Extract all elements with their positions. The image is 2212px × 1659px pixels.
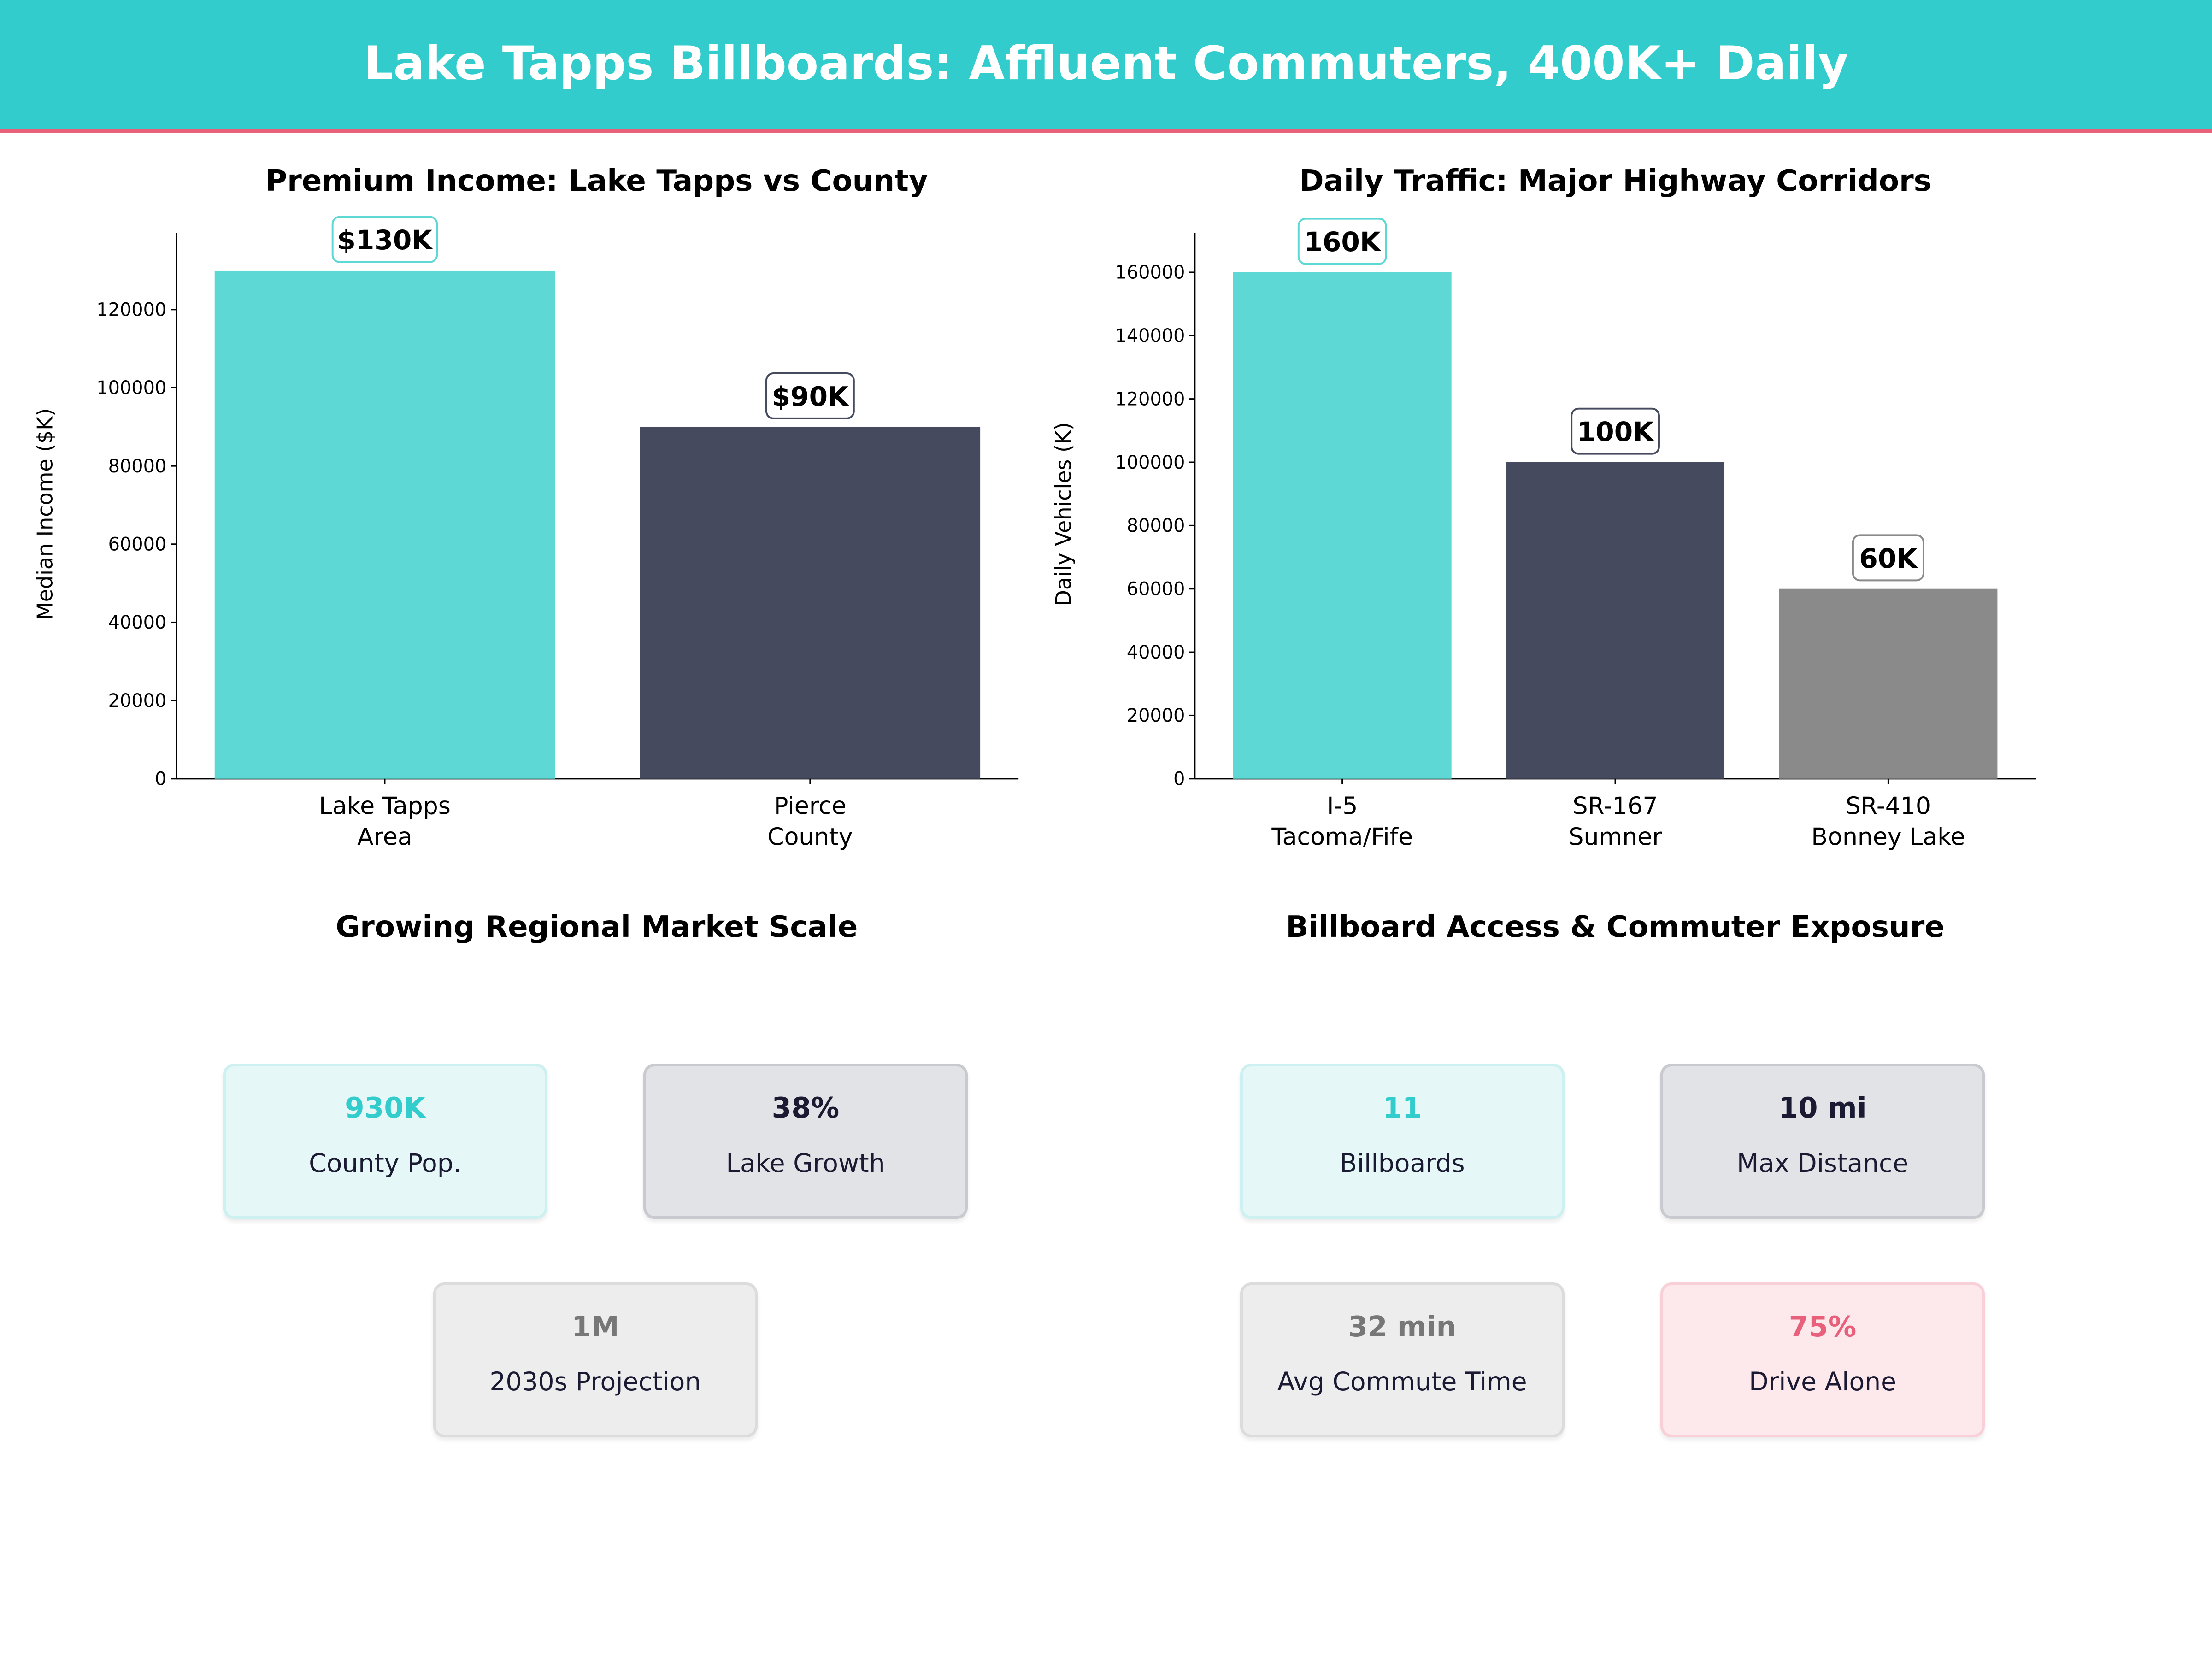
bar <box>214 270 555 779</box>
x-tick-label: Sumner <box>1569 824 1663 851</box>
data-label-box <box>1571 407 1660 455</box>
card-county-pop: 930K County Pop. <box>223 1064 547 1219</box>
data-label: 160K <box>1304 226 1381 258</box>
x-tick-label: Tacoma/Fife <box>1271 824 1413 851</box>
y-tick-label: 140000 <box>1115 325 1185 347</box>
card-billboards: 11 Billboards <box>1240 1064 1565 1219</box>
x-tick-label: Pierce <box>774 792 847 820</box>
x-tick-label: Lake Tapps <box>319 792 451 820</box>
market-section-title: Growing Regional Market Scale <box>335 910 858 945</box>
bar <box>640 427 981 779</box>
y-tick-label: 20000 <box>1127 705 1185 726</box>
data-label: $90K <box>772 381 849 412</box>
x-tick-label: SR-410 <box>1846 792 1931 820</box>
card-drive-alone: 75% Drive Alone <box>1660 1282 1985 1438</box>
y-tick-label: 160000 <box>1115 262 1185 283</box>
y-tick-label: 120000 <box>1115 388 1185 410</box>
y-tick-label: 40000 <box>1127 642 1185 663</box>
y-tick-label: 20000 <box>108 690 167 712</box>
y-tick-label: 100000 <box>1115 452 1185 473</box>
page-title: Lake Tapps Billboards: Affluent Commuter… <box>364 36 1848 90</box>
card-label: Avg Commute Time <box>1277 1367 1527 1397</box>
y-tick-label: 40000 <box>108 612 167 633</box>
bar <box>1506 462 1725 779</box>
card-value: 38% <box>771 1092 840 1125</box>
data-label-box <box>331 216 438 263</box>
card-label: Max Distance <box>1736 1148 1909 1178</box>
y-tick-label: 0 <box>1173 769 1185 790</box>
card-value: 10 mi <box>1778 1092 1867 1125</box>
y-tick-label: 80000 <box>108 456 167 477</box>
card-value: 1M <box>571 1310 619 1343</box>
card-label: Drive Alone <box>1749 1367 1897 1397</box>
card-label: Lake Growth <box>726 1148 885 1178</box>
x-tick-label: SR-167 <box>1572 792 1658 820</box>
y-tick-label: 100000 <box>96 377 166 399</box>
x-tick-label: I-5 <box>1327 792 1358 820</box>
x-tick-label: Bonney Lake <box>1811 824 1965 851</box>
y-tick-label: 60000 <box>1127 578 1185 600</box>
card-value: 930K <box>345 1092 426 1125</box>
bar <box>1233 272 1452 779</box>
x-tick-label: County <box>767 824 853 851</box>
card-label: Billboards <box>1340 1148 1465 1178</box>
bar <box>1779 588 1998 779</box>
data-label: 60K <box>1859 543 1918 574</box>
y-axis-label: Median Income ($K) <box>32 408 57 620</box>
y-tick-label: 80000 <box>1127 515 1185 536</box>
card-value: 75% <box>1788 1310 1857 1343</box>
income-chart-title: Premium Income: Lake Tapps vs County <box>265 164 928 199</box>
traffic-chart-title: Daily Traffic: Major Highway Corridors <box>1299 164 1931 199</box>
card-commute-time: 32 min Avg Commute Time <box>1240 1282 1565 1438</box>
access-section-title: Billboard Access & Commuter Exposure <box>1286 910 1945 945</box>
card-value: 32 min <box>1348 1310 1457 1343</box>
data-label-box <box>765 372 855 419</box>
header-banner: Lake Tapps Billboards: Affluent Commuter… <box>0 0 2212 133</box>
card-label: 2030s Projection <box>489 1367 701 1397</box>
card-lake-growth: 38% Lake Growth <box>643 1064 968 1219</box>
y-tick-label: 120000 <box>96 300 166 321</box>
y-axis-label: Daily Vehicles (K) <box>1051 422 1076 606</box>
card-label: County Pop. <box>309 1148 462 1178</box>
x-tick-label: Area <box>357 824 412 851</box>
card-max-distance: 10 mi Max Distance <box>1660 1064 1985 1219</box>
charts-canvas: 0 20000 40000 60000 80000 100000 120000 Median … <box>32 216 2036 851</box>
data-label: $130K <box>337 224 433 256</box>
data-label-box <box>1297 218 1387 265</box>
y-tick-label: 60000 <box>108 534 167 555</box>
card-value: 11 <box>1382 1092 1422 1125</box>
y-tick-label: 0 <box>155 769 166 790</box>
data-label: 100K <box>1577 416 1654 447</box>
data-label-box <box>1852 534 1924 582</box>
card-projection: 1M 2030s Projection <box>433 1282 758 1438</box>
